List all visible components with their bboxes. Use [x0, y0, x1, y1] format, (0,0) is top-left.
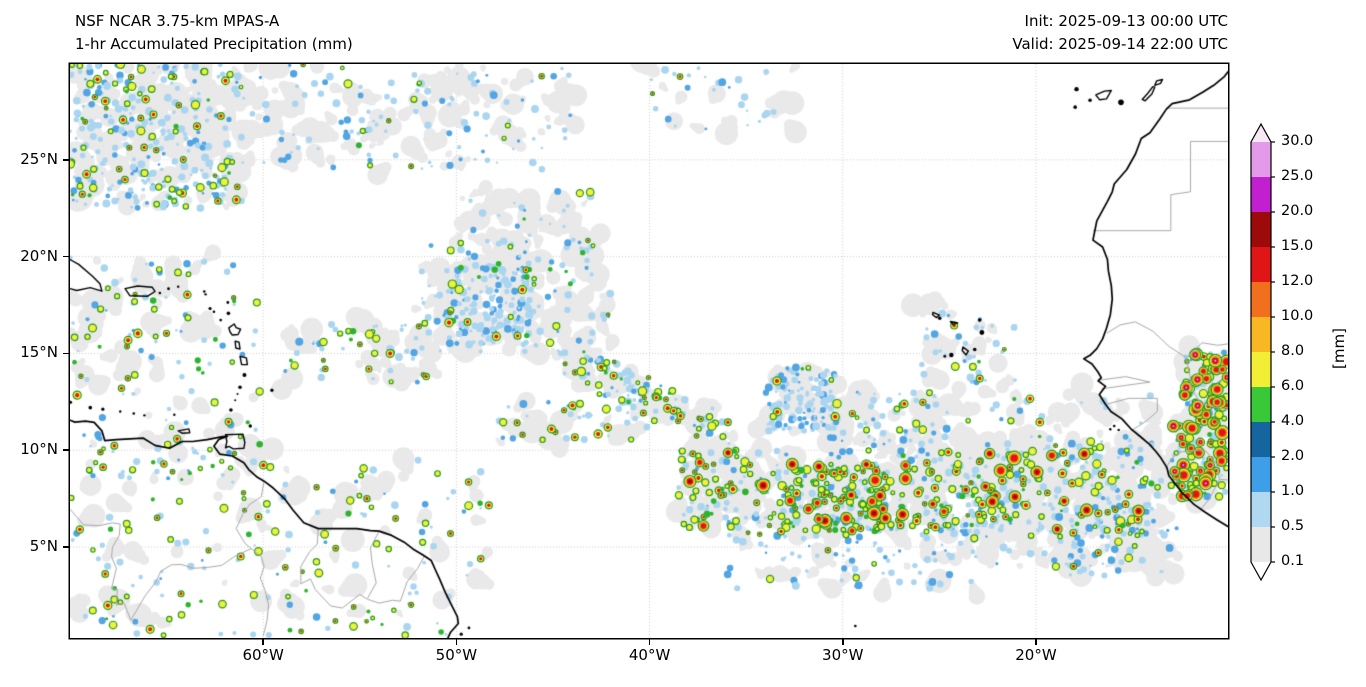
x-axis-tick [648, 638, 651, 645]
y-axis-tick [63, 159, 70, 161]
colorbar-tick-label: 2.0 [1281, 448, 1305, 464]
x-axis-tick [1035, 638, 1037, 645]
colorbar-tick-label: 4.0 [1281, 413, 1305, 429]
y-tick-label: 10°N [20, 440, 58, 459]
y-tick-label: 5°N [29, 537, 58, 555]
colorbar-tick-label: 30.0 [1281, 133, 1314, 149]
colorbar-tick-label: 10.0 [1281, 308, 1314, 324]
x-axis-tick [842, 638, 844, 645]
x-tick-label: 60°W [242, 646, 284, 664]
y-tick-label: 20°N [20, 246, 58, 265]
colorbar-tick-label: 25.0 [1281, 168, 1314, 184]
map-canvas [70, 64, 1228, 638]
x-tick-label: 40°W [628, 646, 671, 664]
y-tick-label: 15°N [20, 343, 58, 362]
plot-title-line1: NSF NCAR 3.75-km MPAS-A [75, 12, 280, 30]
x-tick-label: 50°W [435, 646, 478, 664]
colorbar-tick-label: 15.0 [1281, 238, 1314, 254]
colorbar-tick-label: 0.5 [1281, 518, 1305, 534]
init-time-label: Init: 2025-09-13 00:00 UTC [1024, 12, 1228, 30]
x-axis-tick [262, 638, 264, 645]
y-tick-label: 25°N [20, 149, 58, 168]
valid-time-label: Valid: 2025-09-14 22:00 UTC [1012, 35, 1228, 53]
colorbar-tick-label: 12.0 [1281, 273, 1314, 289]
y-axis-tick [63, 449, 70, 451]
x-tick-label: 30°W [822, 646, 864, 664]
colorbar-tick-label: 1.0 [1281, 483, 1305, 499]
x-axis-tick [455, 638, 458, 645]
map-plot-area [70, 64, 1228, 638]
y-axis-tick [63, 352, 70, 355]
plot-title-line2: 1-hr Accumulated Precipitation (mm) [75, 35, 353, 53]
colorbar-units-label: [mm] [1330, 328, 1348, 369]
time-block: Init: 2025-09-13 00:00 UTC Valid: 2025-0… [1012, 10, 1228, 56]
x-tick-label: 20°W [1015, 646, 1057, 664]
colorbar-tick-label: 0.1 [1281, 553, 1305, 569]
title-block: NSF NCAR 3.75-km MPAS-A 1-hr Accumulated… [75, 10, 353, 56]
colorbar-tick-label: 6.0 [1281, 378, 1305, 394]
colorbar-tick-label: 20.0 [1281, 203, 1314, 219]
colorbar [1250, 122, 1275, 582]
colorbar-tick-label: 8.0 [1281, 343, 1305, 359]
y-axis-tick [63, 546, 70, 548]
y-axis-tick [63, 255, 70, 258]
